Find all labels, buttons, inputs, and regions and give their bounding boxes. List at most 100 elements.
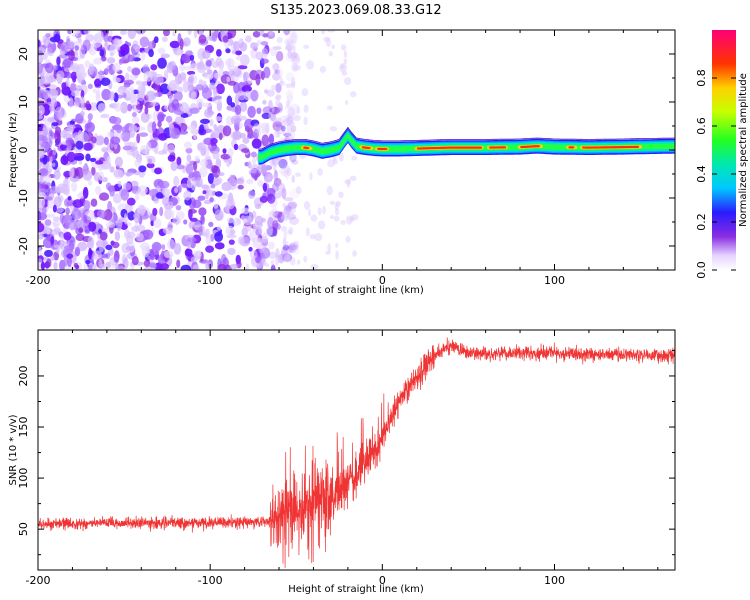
noise-blob <box>53 196 62 208</box>
noise-blob <box>246 133 255 139</box>
noise-blob <box>276 182 286 194</box>
noise-blob <box>196 98 204 108</box>
noise-blob <box>176 164 185 170</box>
noise-blob <box>121 242 131 254</box>
noise-blob <box>233 143 239 151</box>
noise-blob <box>199 166 208 178</box>
noise-blob <box>230 115 241 125</box>
noise-blob <box>167 239 176 250</box>
noise-blob <box>163 142 169 155</box>
noise-blob <box>84 122 89 133</box>
noise-blob <box>197 146 207 152</box>
noise-blob <box>209 82 216 90</box>
noise-blob-faint <box>274 95 281 101</box>
noise-blob <box>283 132 292 137</box>
noise-blob <box>54 106 66 118</box>
noise-blob-faint <box>258 244 265 254</box>
noise-blob-faint <box>283 253 291 263</box>
noise-blob <box>150 101 160 107</box>
noise-blob <box>247 161 252 169</box>
noise-blob <box>42 128 48 137</box>
y-tick-label: 150 <box>17 417 30 438</box>
noise-blob-faint <box>344 77 352 85</box>
noise-blob <box>94 135 105 146</box>
noise-blob <box>153 218 162 229</box>
noise-blob <box>215 116 223 122</box>
noise-blob <box>229 263 239 270</box>
noise-blob <box>182 81 189 93</box>
noise-blob <box>247 190 256 199</box>
noise-blob <box>53 244 64 249</box>
noise-blob <box>45 62 54 74</box>
noise-blob <box>265 122 270 134</box>
noise-blob <box>169 40 180 49</box>
noise-blob <box>182 37 191 47</box>
noise-blob <box>254 215 264 226</box>
noise-blob <box>161 244 166 251</box>
noise-blob <box>140 111 150 123</box>
noise-blob <box>75 140 84 150</box>
noise-blob-faint <box>332 158 338 165</box>
noise-blob <box>55 186 65 194</box>
noise-blob-faint <box>340 44 347 51</box>
noise-blob <box>157 111 165 122</box>
noise-blob <box>132 150 140 159</box>
noise-blob <box>74 45 79 51</box>
noise-blob <box>179 38 184 51</box>
noise-blob <box>118 58 123 65</box>
noise-blob <box>173 175 180 187</box>
noise-blob <box>83 30 90 35</box>
noise-blob <box>38 197 46 208</box>
noise-blob-faint <box>290 81 296 89</box>
noise-blob <box>115 124 123 134</box>
noise-blob <box>110 136 121 145</box>
noise-blob <box>209 197 214 203</box>
noise-blob <box>209 119 214 127</box>
noise-blob <box>155 192 164 199</box>
noise-blob <box>173 91 183 102</box>
noise-blob <box>153 36 159 44</box>
noise-blob <box>80 99 85 112</box>
noise-blob-faint <box>351 155 358 161</box>
noise-blob <box>101 88 112 101</box>
noise-blob <box>174 187 179 194</box>
noise-blob <box>109 51 115 57</box>
noise-blob <box>73 262 79 268</box>
noise-blob <box>291 125 297 133</box>
noise-blob <box>124 87 134 98</box>
noise-blob-faint <box>329 126 338 132</box>
noise-blob <box>105 244 113 251</box>
noise-blob-faint <box>345 215 353 225</box>
noise-blob-faint <box>268 210 276 218</box>
y-tick-label: 100 <box>17 468 30 489</box>
noise-blob <box>196 251 202 257</box>
noise-blob <box>45 196 53 201</box>
noise-blob <box>113 253 120 264</box>
noise-blob <box>154 147 159 154</box>
noise-blob <box>55 207 64 213</box>
colorbar-ticks: 0.0 0.2 0.4 0.6 0.8 <box>695 69 736 279</box>
noise-blob <box>252 30 261 38</box>
noise-blob <box>95 185 102 195</box>
noise-blob <box>44 249 53 258</box>
noise-blob-faint <box>307 208 312 217</box>
noise-blob <box>205 59 212 67</box>
noise-blob <box>64 207 71 214</box>
noise-blob <box>245 263 250 270</box>
snr-frame <box>37 329 676 571</box>
noise-blob-faint <box>338 152 344 162</box>
noise-blob <box>183 219 188 225</box>
noise-blob <box>262 232 267 240</box>
noise-blob <box>90 198 98 207</box>
y-tick-label: 10 <box>17 95 30 109</box>
noise-blob <box>164 69 169 81</box>
noise-blob <box>272 72 281 81</box>
noise-blob <box>223 41 232 48</box>
noise-blob <box>205 259 211 270</box>
noise-blob <box>153 196 160 204</box>
noise-blob <box>48 106 55 112</box>
noise-blob <box>113 37 119 50</box>
noise-blob <box>63 256 68 267</box>
noise-blob <box>246 178 254 185</box>
noise-blob <box>241 207 250 215</box>
